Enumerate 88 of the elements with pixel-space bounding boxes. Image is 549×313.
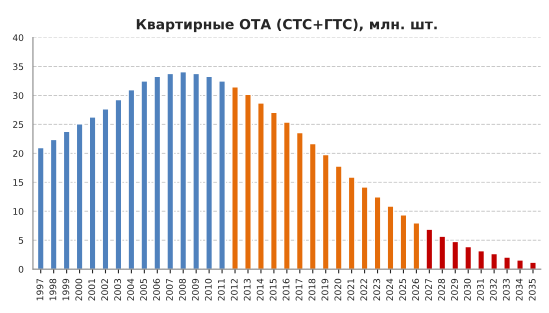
bar	[412, 222, 420, 270]
bar	[140, 80, 148, 270]
bar	[296, 132, 304, 270]
x-tick-label: 2023	[373, 278, 380, 301]
x-tick-label: 1999	[62, 278, 70, 300]
x-tick-label: 2022	[360, 279, 368, 301]
bar	[322, 154, 330, 270]
bar	[374, 196, 382, 270]
bar	[62, 130, 71, 270]
y-tick-label: 25	[13, 121, 24, 128]
bar	[400, 214, 408, 270]
bar	[464, 246, 472, 270]
bar	[503, 256, 512, 270]
x-tick-label: 2026	[412, 278, 420, 301]
x-tick-label: 2014	[256, 278, 264, 301]
x-tick-label: 2024	[386, 278, 394, 301]
x-tick-label: 2012	[230, 279, 238, 301]
x-tick-label: 2020	[334, 278, 342, 301]
bar	[153, 76, 162, 270]
x-tick-label: 2003	[114, 278, 122, 301]
bar	[36, 146, 45, 270]
bar	[127, 88, 136, 270]
bar	[76, 123, 84, 270]
x-tick-label: 2009	[192, 278, 199, 301]
bar	[490, 252, 498, 270]
x-tick-label: 2019	[322, 278, 328, 301]
x-tick-label: 2010	[204, 278, 212, 301]
y-tick-label: 40	[12, 34, 24, 42]
bar	[50, 138, 58, 270]
y-tick-label: 5	[18, 237, 24, 244]
x-tick-label: 2031	[476, 279, 484, 301]
x-tick-label: 2021	[347, 279, 354, 301]
x-tick-label: 2035	[528, 278, 536, 301]
x-tick-label: 2016	[282, 278, 290, 301]
x-tick-label: 2017	[296, 278, 302, 301]
bar	[334, 165, 343, 270]
y-tick-label: 20	[13, 150, 24, 157]
x-tick-label: 2029	[451, 278, 458, 301]
bar	[166, 72, 174, 270]
bar	[438, 235, 446, 270]
y-tick-label: 30	[13, 92, 24, 100]
bar	[348, 176, 356, 270]
bar	[282, 121, 291, 270]
x-tick-label: 2028	[438, 278, 445, 301]
chart-title: Квартирные ОТА (СТС+ГТС), млн. шт.	[136, 18, 437, 32]
bar	[88, 116, 96, 270]
bar	[257, 102, 265, 270]
bar	[179, 71, 188, 270]
x-tick-label: 2025	[399, 278, 406, 301]
x-tick-label: 2030	[464, 278, 471, 301]
x-tick-label: 2001	[88, 279, 96, 301]
x-tick-label: 2018	[308, 278, 316, 301]
x-tick-label: 2032	[490, 279, 497, 301]
bar	[386, 205, 394, 270]
x-tick-label: 2013	[244, 278, 251, 301]
x-tick-label: 2006	[153, 278, 160, 301]
bar	[516, 259, 524, 270]
bar	[529, 262, 537, 270]
bar	[360, 186, 369, 270]
bar	[231, 86, 239, 270]
y-tick-label: 10	[13, 208, 24, 215]
bar	[477, 250, 486, 270]
x-tick-label: 2015	[270, 278, 277, 301]
bar	[451, 240, 460, 270]
x-tick-label: 2002	[101, 279, 108, 301]
bar	[218, 80, 226, 270]
bar	[244, 94, 252, 270]
bar	[102, 108, 110, 270]
bar	[192, 72, 200, 270]
x-tick-label: 2008	[179, 278, 186, 301]
y-tick-label: 15	[13, 179, 24, 186]
bar	[205, 76, 214, 270]
x-tick-label: 2034	[516, 278, 523, 301]
bar	[270, 112, 278, 270]
x-tick-label: 2033	[502, 278, 510, 301]
bar	[425, 228, 434, 270]
x-tick-label: 1997	[36, 278, 44, 300]
x-tick-label: 2007	[166, 278, 173, 301]
x-tick-label: 2027	[425, 278, 432, 301]
x-tick-label: 1998	[49, 278, 56, 300]
y-tick-label: 35	[13, 63, 24, 70]
x-tick-label: 2011	[218, 279, 225, 301]
x-tick-label: 2004	[127, 278, 134, 301]
y-tick-label: 0	[18, 266, 24, 273]
bar	[308, 142, 317, 270]
x-tick-label: 2000	[75, 278, 82, 301]
bar	[114, 98, 122, 270]
x-tick-label: 2005	[140, 278, 147, 301]
